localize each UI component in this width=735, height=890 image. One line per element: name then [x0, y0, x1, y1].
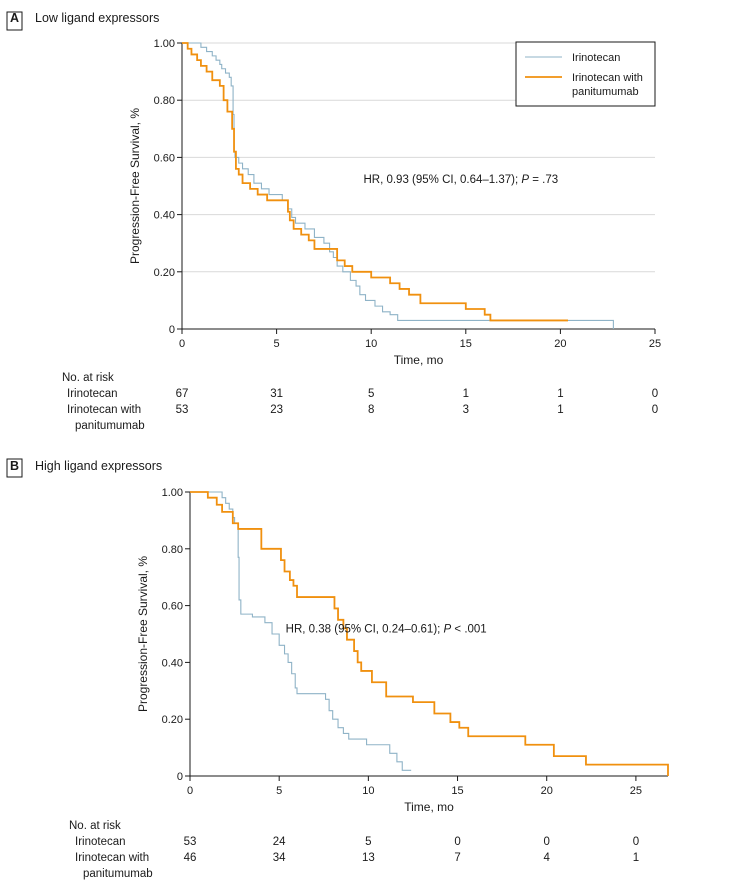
x-tick-label: 25	[630, 785, 642, 797]
y-axis-label: Progression-Free Survival, %	[136, 556, 150, 712]
risk-value: 1	[557, 404, 563, 416]
x-axis-label: Time, mo	[404, 800, 454, 814]
panel-letter: A	[10, 11, 19, 25]
x-tick-label: 15	[460, 338, 472, 350]
y-tick-label: 0.60	[162, 601, 183, 613]
x-tick-label: 25	[649, 338, 661, 350]
x-tick-label: 15	[451, 785, 463, 797]
risk-row-label: Irinotecan with	[75, 852, 149, 864]
p-label: P	[444, 624, 452, 636]
risk-row-label: Irinotecan with	[67, 404, 141, 416]
survival-curve-irinotecan-panitumumab	[190, 491, 669, 776]
legend-label: Irinotecan	[572, 52, 620, 64]
risk-value: 23	[270, 404, 283, 416]
risk-value: 0	[544, 836, 550, 848]
y-tick-label: 0.80	[162, 544, 183, 556]
x-axis-label: Time, mo	[394, 353, 444, 367]
y-tick-label: 0.40	[154, 210, 175, 222]
risk-value: 3	[463, 404, 469, 416]
legend-box	[515, 41, 656, 107]
risk-value: 5	[365, 836, 371, 848]
panel-a: A Low ligand expressors 0 0.20 0.40 0.60 0.80 1…	[6, 11, 661, 432]
risk-value: 7	[454, 852, 460, 864]
y-tick-label: 0	[177, 771, 183, 783]
risk-row-label: Irinotecan	[75, 836, 126, 848]
risk-value: 31	[270, 388, 283, 400]
risk-value: 1	[463, 388, 469, 400]
risk-value: 53	[176, 404, 189, 416]
y-tick-label: 1.00	[162, 487, 183, 499]
risk-value: 13	[362, 852, 375, 864]
y-axis-label: Progression-Free Survival, %	[128, 108, 142, 264]
panel-title: High ligand expressors	[35, 459, 162, 473]
x-tick-label: 10	[362, 785, 374, 797]
panel-title: Low ligand expressors	[35, 11, 159, 25]
hr-text: HR, 0.38 (95% CI, 0.24–0.61);	[286, 624, 444, 636]
risk-value: 1	[557, 388, 563, 400]
risk-value: 0	[652, 404, 658, 416]
y-tick-label: 0.60	[154, 152, 175, 164]
y-tick-label: 0.20	[154, 267, 175, 279]
risk-row-label-cont: panitumumab	[83, 868, 153, 880]
risk-row-label: Irinotecan	[67, 388, 118, 400]
hr-text: HR, 0.93 (95% CI, 0.64–1.37);	[363, 174, 521, 186]
survival-curve-irinotecan-panitumumab	[182, 42, 568, 322]
risk-value: 4	[544, 852, 551, 864]
risk-value: 5	[368, 388, 374, 400]
x-tick-label: 20	[554, 338, 566, 350]
x-tick-label: 10	[365, 338, 377, 350]
p-label: P	[521, 174, 529, 186]
legend-label-cont: panitumumab	[572, 86, 639, 98]
p-value: < .001	[451, 624, 487, 636]
x-tick-label: 0	[187, 785, 193, 797]
p-value: = .73	[529, 174, 558, 186]
risk-value: 0	[652, 388, 658, 400]
hazard-ratio-annotation: HR, 0.38 (95% CI, 0.24–0.61); P < .001	[286, 624, 487, 636]
risk-row-label-cont: panitumumab	[75, 420, 145, 432]
risk-value: 0	[454, 836, 460, 848]
y-tick-label: 0.20	[162, 714, 183, 726]
risk-value: 34	[273, 852, 286, 864]
y-tick-label: 0	[169, 324, 175, 336]
risk-value: 46	[184, 852, 197, 864]
y-tick-label: 0.80	[154, 95, 175, 107]
x-tick-label: 20	[541, 785, 553, 797]
x-tick-label: 5	[276, 785, 282, 797]
hazard-ratio-annotation: HR, 0.93 (95% CI, 0.64–1.37); P = .73	[363, 174, 558, 186]
legend-label: Irinotecan with	[572, 72, 643, 84]
panel-letter-box	[6, 458, 23, 478]
risk-value: 0	[633, 836, 639, 848]
risk-table-header: No. at risk	[69, 820, 121, 832]
x-tick-label: 0	[179, 338, 185, 350]
risk-value: 24	[273, 836, 286, 848]
risk-value: 53	[184, 836, 197, 848]
risk-table-header: No. at risk	[62, 372, 114, 384]
y-tick-label: 1.00	[154, 38, 175, 50]
y-tick-label: 0.40	[162, 657, 183, 669]
risk-value: 1	[633, 852, 639, 864]
risk-table: No. at risk Irinotecan 53 24 5 0 0 0 Irinotecan …	[69, 820, 639, 880]
survival-curve-irinotecan	[190, 491, 412, 771]
panel-b: B High ligand expressors 0 0.20 0.40 0.60 0.80…	[6, 458, 669, 880]
legend: Irinotecan Irinotecan with panitumumab	[515, 41, 656, 107]
panel-letter: B	[10, 459, 19, 473]
risk-value: 8	[368, 404, 374, 416]
panel-letter-box	[6, 11, 23, 31]
risk-value: 67	[176, 388, 189, 400]
x-tick-label: 5	[274, 338, 280, 350]
